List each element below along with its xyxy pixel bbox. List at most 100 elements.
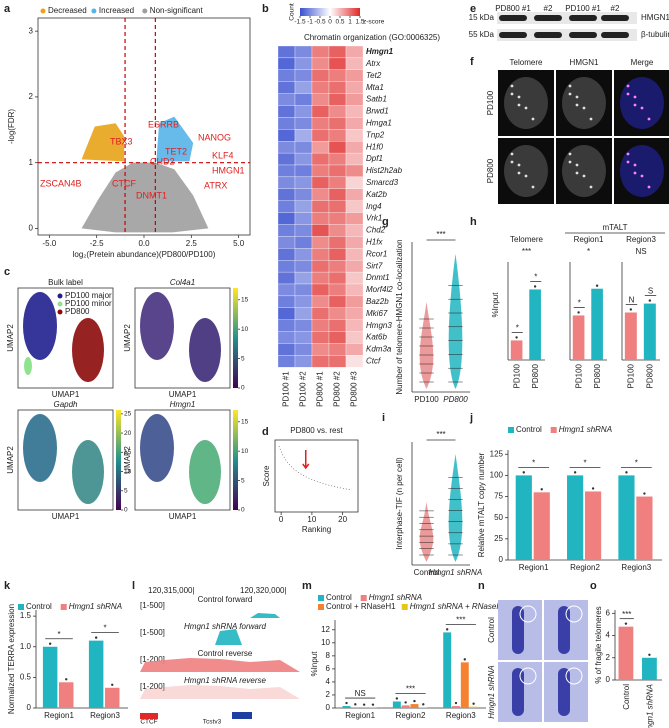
sample-label: PD800 #2: [333, 371, 342, 407]
focus: [647, 185, 651, 189]
y-tick-label: 8: [326, 651, 331, 660]
point: [395, 697, 399, 700]
x-tick-label: Region2: [396, 711, 426, 720]
track-range: [1-500]: [140, 628, 165, 637]
focus: [633, 171, 637, 175]
heatmap-cell: [328, 129, 347, 142]
legend-label: Hmgn1 shRNA: [559, 425, 612, 434]
cbar-tick-label: 25: [124, 411, 132, 418]
y-tick-label: 4: [326, 677, 331, 686]
axis-label: % of fragile telomeres: [594, 606, 603, 683]
sig-label: NS: [635, 247, 646, 256]
bar: [618, 626, 634, 680]
point: [345, 701, 348, 705]
gene-label: Vrk1: [366, 214, 382, 223]
band-tubulin: [499, 32, 527, 38]
chromosome: [512, 668, 524, 716]
bar: [469, 706, 478, 708]
sig-label: N: [629, 296, 635, 305]
x-tick-label: Hmgn1 shRNA: [429, 568, 482, 577]
x-tick-label: -5.0: [42, 239, 56, 248]
cbar-tick-label: 0: [241, 385, 245, 392]
focus: [524, 174, 528, 178]
bar: [392, 701, 401, 708]
heatmap-cell: [311, 343, 330, 356]
heatmap-cell: [311, 331, 330, 344]
heatmap-cell: [311, 188, 330, 201]
x-axis-label: UMAP1: [169, 390, 197, 399]
focus: [568, 84, 572, 88]
x-tick-label: 0.0: [138, 239, 150, 248]
heatmap-cell: [328, 200, 347, 213]
color-bar: [116, 410, 121, 510]
axis-label: UMAP2: [6, 324, 15, 352]
gene-label: ZSCAN4B: [40, 178, 82, 188]
heatmap-cell: [311, 307, 330, 320]
gene-label: Hmgn3: [366, 321, 392, 330]
coverage-track: [140, 629, 300, 645]
point: [573, 471, 577, 474]
heatmap-cell: [345, 271, 364, 285]
y-tick-label: 10: [321, 638, 330, 647]
band-tubulin: [534, 32, 562, 38]
axis-label: Interphase-TIF (n per cell): [395, 457, 404, 550]
y-tick-label: 1: [29, 158, 34, 167]
marker-label: 55 kDa: [469, 30, 495, 39]
point: [643, 492, 646, 495]
bar: [515, 475, 532, 560]
heatmap-cell: [277, 105, 296, 118]
heatmap-cell: [345, 164, 364, 178]
point: [404, 701, 407, 704]
point: [362, 703, 366, 706]
heatmap-cell: [328, 283, 347, 297]
heatmap-cell: [277, 164, 296, 178]
axis-label: Number of telomere-HMGN1 co-localization: [395, 239, 404, 394]
focus: [633, 163, 637, 167]
blot-strip: [497, 12, 637, 24]
track-name: Control forward: [198, 595, 253, 604]
heatmap-cell: [311, 93, 330, 106]
heatmap-cell: [345, 57, 364, 70]
point: [111, 683, 114, 686]
violin: [419, 502, 434, 562]
heatmap-cell: [277, 188, 296, 201]
panel-letter: h: [470, 216, 477, 228]
heatmap-cell: [311, 152, 330, 166]
heatmap-cell: [345, 248, 364, 261]
blot-strip: [497, 29, 637, 41]
cbar-tick-label: 10: [241, 326, 249, 333]
heatmap-cell: [328, 307, 347, 320]
gene-label: TET2: [165, 146, 187, 156]
heatmap-cell: [345, 236, 364, 249]
umap-cluster: [23, 414, 57, 482]
x-tick-label: 2.5: [186, 239, 198, 248]
heatmap-cell: [294, 224, 313, 237]
gene-label: Sirt7: [366, 261, 383, 270]
focus: [626, 152, 630, 156]
gene-label: Hist2h2ab: [366, 166, 403, 175]
legend-swatch: [57, 309, 63, 315]
umap-cluster: [189, 318, 221, 382]
sig-label: *: [57, 630, 60, 639]
x-tick-label: Hmgn1 shRNA: [645, 684, 654, 728]
axis-label: UMAP2: [6, 446, 15, 474]
x-tick-label: PD100: [574, 363, 583, 388]
fragile-circle: [519, 667, 537, 685]
cbar-tick-label: 5: [241, 355, 245, 362]
focus: [589, 185, 593, 189]
gene-label: Kat2b: [366, 190, 387, 199]
heatmap-cell: [345, 81, 364, 94]
focus: [510, 152, 514, 156]
point: [445, 628, 449, 631]
heatmap-cell: [311, 271, 330, 285]
focus: [568, 160, 572, 164]
x-axis-label: log₂(Pretein abundance)(PD800/PD100): [73, 250, 216, 259]
gene-label: ATRX: [204, 180, 227, 190]
x-tick-label: Region3: [621, 563, 651, 572]
coordinate: 120,315,000|: [148, 586, 195, 595]
x-axis-label: UMAP1: [52, 512, 80, 521]
heatmap-cell: [294, 295, 313, 308]
legend-label: Decreased: [48, 6, 87, 15]
sig-label: ***: [436, 430, 445, 439]
feature-label: Tcstv3: [203, 719, 222, 726]
